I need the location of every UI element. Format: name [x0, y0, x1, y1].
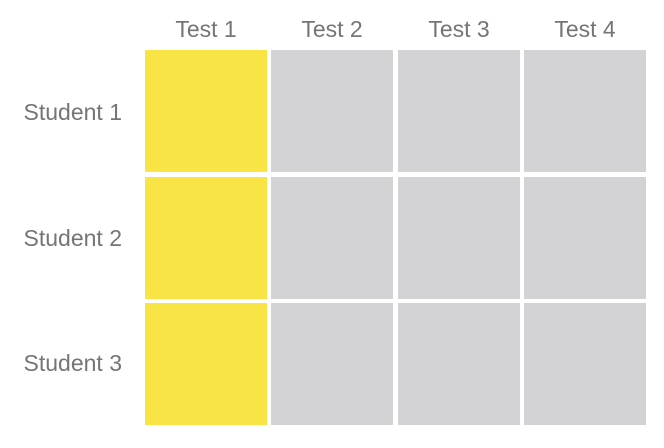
- row-header-student-2: Student 2: [23, 225, 122, 251]
- cell-student-2-test-3: [398, 177, 520, 299]
- column-header-test-2: Test 2: [301, 16, 363, 42]
- cell-student-3-test-2: [271, 303, 393, 425]
- cell-student-2-test-2: [271, 177, 393, 299]
- row-header-student-3: Student 3: [23, 350, 122, 376]
- cell-student-1-test-3: [398, 50, 520, 172]
- cell-student-1-test-1: [145, 50, 267, 172]
- cell-student-3-test-3: [398, 303, 520, 425]
- column-header-test-3: Test 3: [428, 16, 490, 42]
- cell-student-1-test-4: [524, 50, 646, 172]
- row-header-student-1: Student 1: [23, 99, 122, 125]
- cell-student-3-test-1: [145, 303, 267, 425]
- column-header-test-1: Test 1: [175, 16, 237, 42]
- cell-student-3-test-4: [524, 303, 646, 425]
- cell-student-1-test-2: [271, 50, 393, 172]
- cell-student-2-test-4: [524, 177, 646, 299]
- cell-student-2-test-1: [145, 177, 267, 299]
- column-header-test-4: Test 4: [554, 16, 616, 42]
